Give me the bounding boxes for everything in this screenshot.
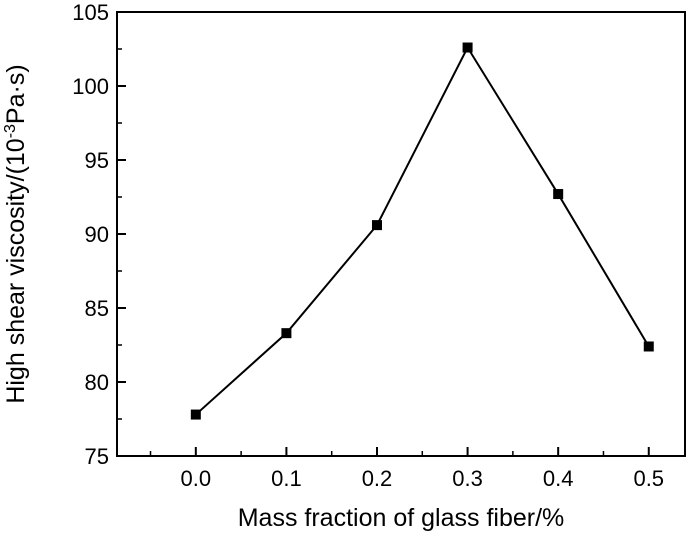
series-line <box>195 45 650 416</box>
data-point <box>190 409 201 420</box>
y-tick-label: 95 <box>85 148 109 173</box>
y-tick-label: 90 <box>85 222 109 247</box>
y-tick-label: 75 <box>85 444 109 469</box>
y-axis-title-exponent: -3 <box>2 124 19 138</box>
x-axis-ticks: 0.0 0.1 0.2 0.3 0.4 0.5 <box>149 447 664 491</box>
plot-frame <box>116 11 686 457</box>
y-axis-ticks: 75 80 85 90 95 100 105 <box>72 0 126 469</box>
x-tick-label: 0.1 <box>271 466 302 491</box>
y-tick-label: 80 <box>85 370 109 395</box>
x-axis-title: Mass fraction of glass fiber/% <box>238 504 565 532</box>
y-axis-title-unit: Pa·s) <box>2 64 30 124</box>
y-tick-label: 105 <box>72 0 109 25</box>
data-point <box>553 189 564 200</box>
x-tick-label: 0.0 <box>181 466 212 491</box>
data-point <box>462 42 473 53</box>
x-tick-label: 0.3 <box>452 466 483 491</box>
y-tick-label: 100 <box>72 74 109 99</box>
data-point <box>371 220 382 231</box>
x-tick-label: 0.5 <box>633 466 664 491</box>
y-axis-title: High shear viscosity/(10-3Pa·s) <box>2 64 30 403</box>
y-axis-title-main: High shear viscosity/(10 <box>2 138 30 403</box>
x-tick-label: 0.4 <box>543 466 574 491</box>
y-tick-label: 85 <box>85 296 109 321</box>
data-point <box>643 341 654 352</box>
x-tick-label: 0.2 <box>362 466 393 491</box>
data-point <box>281 328 292 339</box>
series-layer <box>190 42 654 420</box>
